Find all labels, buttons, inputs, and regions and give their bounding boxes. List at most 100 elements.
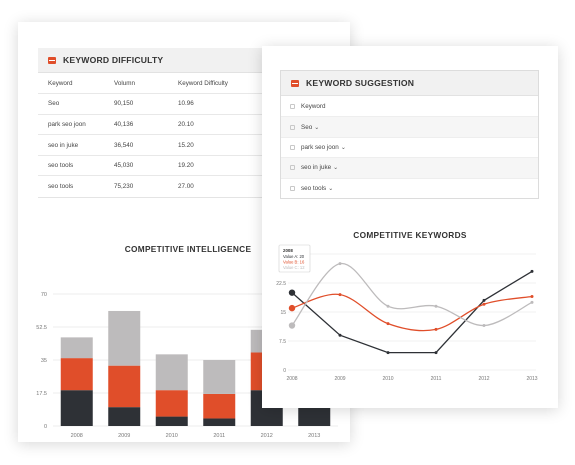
series-line [291, 293, 533, 332]
bar-segment [203, 360, 236, 394]
y-tick-label: 52.5 [36, 325, 47, 331]
bar-segment [60, 358, 93, 391]
list-item-label: Keyword [301, 102, 326, 110]
x-tick-label: 2010 [382, 376, 393, 382]
data-point [288, 322, 296, 329]
cell-difficulty: 27.00 [178, 183, 194, 191]
tooltip-line: Value C: 12 [283, 265, 305, 270]
x-tick-label: 2009 [118, 433, 130, 439]
x-tick-label: 2009 [334, 376, 345, 382]
y-tick-label: 0 [283, 368, 286, 374]
data-point [338, 293, 342, 297]
data-point [386, 304, 390, 308]
column-header-keyword: Keyword [38, 73, 112, 95]
tooltip-box [278, 244, 311, 273]
bar-segment [60, 390, 93, 426]
cell-volume: 36,540 [112, 134, 176, 156]
data-point [482, 324, 486, 328]
tooltip-header: 2008 [283, 248, 293, 253]
list-item-label: park seo joon [301, 143, 339, 151]
chevron-down-icon[interactable]: ⌄ [333, 165, 339, 172]
x-tick-label: 2013 [526, 376, 537, 382]
y-tick-label: 0 [44, 424, 47, 430]
bar-segment [108, 310, 141, 366]
y-tick-label: 35 [41, 358, 47, 364]
tooltip-line: Value A: 20 [283, 254, 305, 259]
x-tick-label: 2008 [286, 376, 297, 382]
list-item[interactable]: Seo ⌄ [281, 116, 538, 137]
cell-volume: 45,030 [112, 155, 176, 177]
x-tick-label: 2010 [166, 433, 178, 439]
competitive-intelligence-title: COMPETITIVE INTELLIGENCE [124, 244, 252, 254]
x-tick-label: 2012 [261, 433, 273, 439]
list-item[interactable]: seo tools ⌄ [281, 177, 538, 198]
x-tick-label: 2008 [71, 433, 83, 439]
checkbox-icon[interactable] [290, 124, 295, 130]
table-icon [48, 56, 56, 64]
data-point [434, 304, 438, 308]
cell-keyword: seo tools [38, 155, 112, 177]
y-tick-label: 70 [41, 292, 47, 298]
data-point [530, 269, 534, 273]
data-point [530, 295, 534, 299]
table-divider [38, 196, 338, 203]
data-point [386, 322, 390, 326]
data-point [338, 333, 342, 337]
keyword-suggestion-card: KEYWORD SUGGESTION Keyword Seo ⌄ park se… [262, 46, 558, 408]
list-item[interactable]: park seo joon ⌄ [281, 136, 538, 157]
y-tick-label: 17.5 [36, 391, 47, 397]
y-tick-label: 7.5 [279, 339, 286, 345]
y-tick-label: 15 [280, 310, 286, 316]
list-item[interactable]: Keyword [281, 96, 538, 116]
bar-segment [203, 393, 236, 419]
data-point [530, 300, 534, 304]
x-tick-label: 2012 [478, 376, 489, 382]
tooltip-line: Value B: 16 [283, 260, 305, 265]
bar-segment [108, 365, 141, 408]
cell-keyword: park seo joon [38, 114, 112, 136]
keyword-suggestion-list: Keyword Seo ⌄ park seo joon ⌄ seo in juk… [281, 96, 538, 198]
data-point [434, 327, 438, 331]
cell-keyword: seo in juke [38, 134, 112, 156]
chevron-down-icon[interactable]: ⌄ [340, 144, 346, 151]
data-point [338, 262, 342, 266]
chevron-down-icon[interactable]: ⌄ [328, 185, 334, 192]
table-row[interactable]: seo tools 75,230 27.00 [38, 176, 338, 197]
list-item-label: seo tools [301, 184, 327, 192]
checkbox-icon[interactable] [290, 165, 295, 171]
data-point [288, 304, 296, 312]
data-point [482, 302, 486, 306]
checkbox-icon[interactable] [290, 185, 295, 191]
keyword-suggestion-panel: KEYWORD SUGGESTION Keyword Seo ⌄ park se… [280, 70, 539, 199]
data-point [386, 351, 390, 355]
keyword-difficulty-title: KEYWORD DIFFICULTY [63, 55, 164, 65]
cell-volume: 90,150 [112, 93, 176, 115]
x-tick-label: 2011 [213, 433, 225, 439]
list-item[interactable]: seo in juke ⌄ [281, 157, 538, 178]
x-tick-label: 2013 [308, 433, 320, 439]
keyword-suggestion-header: KEYWORD SUGGESTION [281, 71, 538, 96]
chevron-down-icon[interactable]: ⌄ [314, 124, 320, 131]
data-point [482, 298, 486, 302]
series-line [291, 270, 533, 354]
keyword-suggestion-title: KEYWORD SUGGESTION [306, 78, 415, 88]
bar-segment [155, 416, 188, 426]
competitive-keywords-chart: 07.51522.5302008200920102011201220132008… [276, 244, 538, 382]
checkbox-icon[interactable] [290, 144, 295, 150]
bar-segment [60, 337, 93, 359]
bar-segment [203, 418, 236, 426]
checkbox-icon[interactable] [290, 103, 295, 109]
x-tick-label: 2011 [431, 376, 442, 382]
cell-keyword: seo tools [48, 183, 74, 191]
bar-segment [155, 390, 188, 417]
data-point [434, 351, 438, 355]
competitive-keywords-title: COMPETITIVE KEYWORDS [353, 230, 467, 240]
data-point [288, 289, 296, 296]
y-tick-label: 22.5 [276, 281, 286, 287]
column-header-volumn: Volumn [112, 73, 176, 95]
cell-volume: 40,136 [112, 114, 176, 136]
table-icon [291, 79, 299, 87]
cell-volume: 75,230 [114, 183, 134, 191]
bar-segment [108, 407, 141, 426]
